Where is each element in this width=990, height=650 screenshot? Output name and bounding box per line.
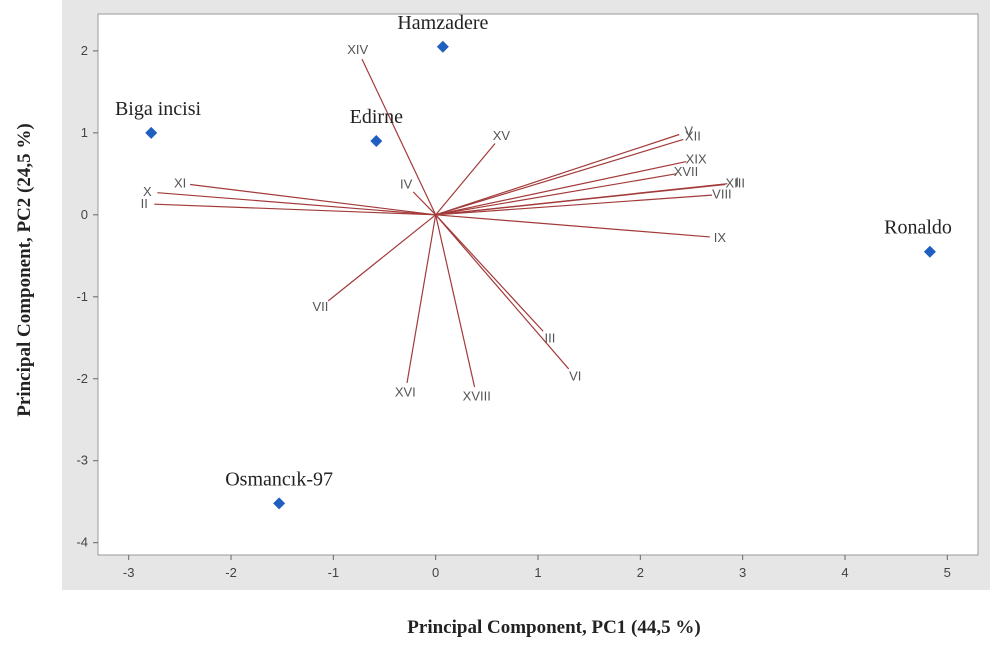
- y-tick-label: -3: [76, 453, 88, 468]
- vector-label-xiii: XIII: [725, 175, 745, 190]
- vector-line-xvii: [435, 173, 677, 216]
- score-points: Hamzadere Biga incisi Edirne Ronaldo Osmancı…: [115, 12, 952, 510]
- point-edirne: [370, 135, 383, 148]
- vector-line-xiii: [435, 183, 726, 216]
- x-tick-label: 3: [739, 565, 746, 580]
- vector-label-vi: VI: [569, 368, 581, 383]
- vector-line-xiv: [361, 58, 437, 216]
- vector-label-xvii: XVII: [674, 164, 699, 179]
- y-axis: -4 -3 -2 -1 0 1 2: [76, 43, 98, 550]
- vector-line-iii: [435, 214, 544, 332]
- x-tick-label: -2: [225, 565, 237, 580]
- vector-label-viii: VIII: [712, 186, 732, 201]
- vector-line-xi: [190, 183, 436, 216]
- x-tick-label: 0: [432, 565, 439, 580]
- vector-line-xvi: [406, 214, 437, 383]
- y-tick-label: 0: [81, 207, 88, 222]
- vector-label-iv: IV: [400, 177, 413, 192]
- vector-label-xv: XV: [493, 128, 511, 143]
- vector-label-iii: III: [544, 331, 555, 346]
- point-label-edirne: Edirne: [350, 106, 403, 128]
- vector-label-v: V: [684, 123, 693, 138]
- x-tick-label: 4: [841, 565, 848, 580]
- vector-label-x: X: [143, 184, 152, 199]
- vector-label-xii: XII: [685, 129, 701, 144]
- vector-line-vii: [327, 214, 437, 302]
- vector-label-xiv: XIV: [347, 42, 368, 57]
- vector-label-i: I: [735, 175, 739, 190]
- point-hamzadere: [436, 40, 449, 53]
- point-label-biga-incisi: Biga incisi: [115, 98, 202, 120]
- vector-line-v: [435, 133, 680, 216]
- x-tick-label: 1: [534, 565, 541, 580]
- vector-line-xv: [435, 143, 496, 216]
- loading-vectors: IIIIIIIVVVIVIIVIIIIXXXIXIIXIIIXIVXVXVIXV…: [141, 42, 745, 404]
- plot-area: [97, 13, 979, 556]
- point-ronaldo: [923, 245, 936, 258]
- point-label-osmanc-k-97: Osmancık-97: [225, 468, 333, 490]
- point-osmanc-k-97: [273, 497, 286, 510]
- y-tick-label: -4: [76, 535, 88, 550]
- vector-line-xviii: [435, 214, 476, 388]
- vector-label-xix: XIX: [686, 151, 707, 166]
- vector-label-xvi: XVI: [395, 385, 416, 400]
- vector-line-xii: [435, 138, 684, 216]
- vector-label-vii: VII: [312, 299, 328, 314]
- y-axis-title: Principal Component, PC2 (24,5 %): [14, 123, 35, 416]
- x-tick-label: 2: [637, 565, 644, 580]
- point-biga-incisi: [145, 126, 158, 139]
- y-tick-label: -1: [76, 289, 88, 304]
- vector-label-xi: XI: [174, 175, 186, 190]
- y-tick-label: -2: [76, 371, 88, 386]
- x-tick-label: 5: [944, 565, 951, 580]
- x-tick-label: -1: [328, 565, 340, 580]
- vector-label-ix: IX: [714, 230, 727, 245]
- vector-label-ii: II: [141, 196, 148, 211]
- vector-label-xviii: XVIII: [463, 389, 491, 404]
- vector-line-iv: [412, 191, 437, 216]
- x-axis-title: Principal Component, PC1 (44,5 %): [407, 617, 700, 638]
- vector-line-ii: [154, 203, 436, 216]
- vector-line-vi: [435, 214, 570, 370]
- vector-line-xix: [435, 160, 687, 216]
- y-tick-label: 2: [81, 43, 88, 58]
- x-tick-label: -3: [123, 565, 135, 580]
- point-label-hamzadere: Hamzadere: [397, 12, 488, 34]
- vector-line-ix: [435, 214, 710, 238]
- vector-line-x: [157, 192, 436, 216]
- point-label-ronaldo: Ronaldo: [884, 217, 952, 239]
- y-tick-label: 1: [81, 125, 88, 140]
- vector-line-viii: [435, 194, 712, 216]
- x-axis: -3 -2 -1 0 1 2 3 4 5: [123, 555, 951, 580]
